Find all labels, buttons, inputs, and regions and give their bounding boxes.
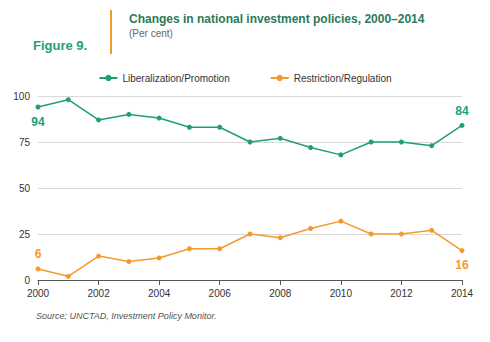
svg-text:2000: 2000	[27, 288, 50, 299]
svg-text:2012: 2012	[390, 288, 413, 299]
svg-text:16: 16	[455, 258, 469, 272]
svg-text:2010: 2010	[330, 288, 353, 299]
svg-text:2008: 2008	[269, 288, 292, 299]
svg-text:100: 100	[13, 91, 30, 102]
svg-text:50: 50	[19, 183, 31, 194]
svg-text:(Per cent): (Per cent)	[129, 28, 173, 39]
svg-text:Liberalization/Promotion: Liberalization/Promotion	[122, 73, 229, 84]
svg-text:25: 25	[19, 229, 31, 240]
svg-text:2002: 2002	[87, 288, 110, 299]
svg-text:2006: 2006	[209, 288, 232, 299]
svg-text:2014: 2014	[451, 288, 474, 299]
svg-text:75: 75	[19, 137, 31, 148]
svg-text:Restriction/Regulation: Restriction/Regulation	[294, 73, 392, 84]
svg-text:94: 94	[31, 115, 45, 129]
svg-text:84: 84	[455, 104, 469, 118]
svg-text:0: 0	[24, 275, 30, 286]
svg-text:2004: 2004	[148, 288, 171, 299]
svg-text:Source: UNCTAD, Investment Pol: Source: UNCTAD, Investment Policy Monito…	[36, 311, 217, 321]
svg-text:Changes in national investment: Changes in national investment policies,…	[129, 12, 425, 26]
svg-text:Figure 9.: Figure 9.	[33, 38, 87, 53]
svg-text:6: 6	[35, 247, 42, 261]
